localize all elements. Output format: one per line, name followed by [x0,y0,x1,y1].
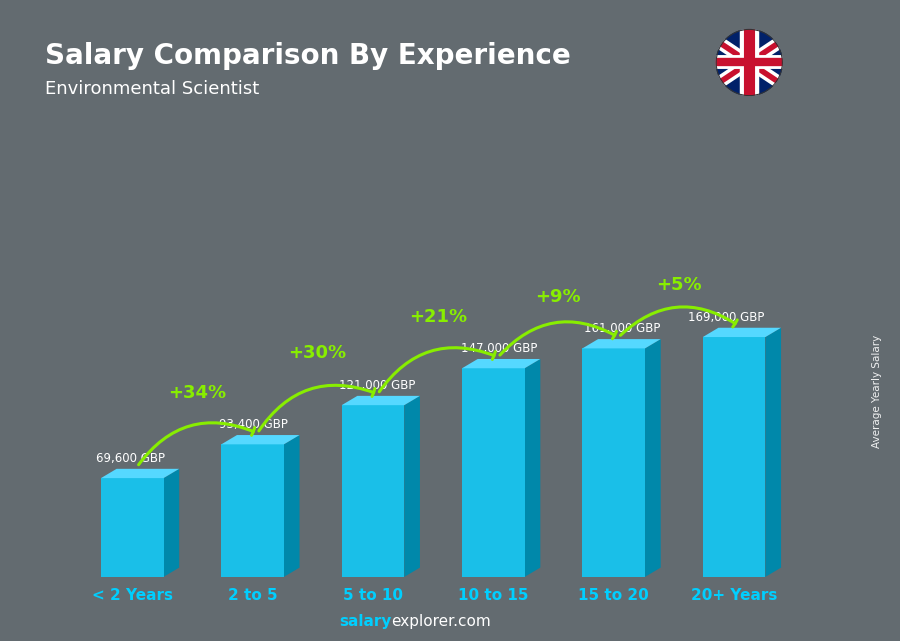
Polygon shape [101,469,179,478]
Polygon shape [645,339,661,577]
Text: Salary Comparison By Experience: Salary Comparison By Experience [45,42,571,70]
Polygon shape [221,435,300,444]
Text: 93,400 GBP: 93,400 GBP [219,419,288,431]
Text: 147,000 GBP: 147,000 GBP [461,342,537,355]
Text: Environmental Scientist: Environmental Scientist [45,80,259,98]
Bar [221,444,284,577]
Polygon shape [765,328,781,577]
Text: Average Yearly Salary: Average Yearly Salary [872,335,883,447]
Polygon shape [404,396,420,577]
Bar [342,405,404,577]
Bar [462,369,525,577]
Bar [582,349,645,577]
Text: 69,600 GBP: 69,600 GBP [96,452,165,465]
Bar [101,478,164,577]
Text: 121,000 GBP: 121,000 GBP [339,379,416,392]
Text: +34%: +34% [168,383,226,401]
Text: explorer.com: explorer.com [392,615,491,629]
Text: +9%: +9% [536,288,581,306]
Polygon shape [284,435,300,577]
Polygon shape [582,339,661,349]
Text: 169,000 GBP: 169,000 GBP [688,311,764,324]
Text: +21%: +21% [409,308,467,326]
Text: 161,000 GBP: 161,000 GBP [583,322,660,335]
Polygon shape [703,328,781,337]
Text: +5%: +5% [656,276,701,294]
Polygon shape [164,469,179,577]
Bar [703,337,765,577]
Text: +30%: +30% [288,344,346,362]
Polygon shape [462,359,540,369]
Text: salary: salary [339,615,392,629]
Polygon shape [525,359,540,577]
Polygon shape [342,396,420,405]
